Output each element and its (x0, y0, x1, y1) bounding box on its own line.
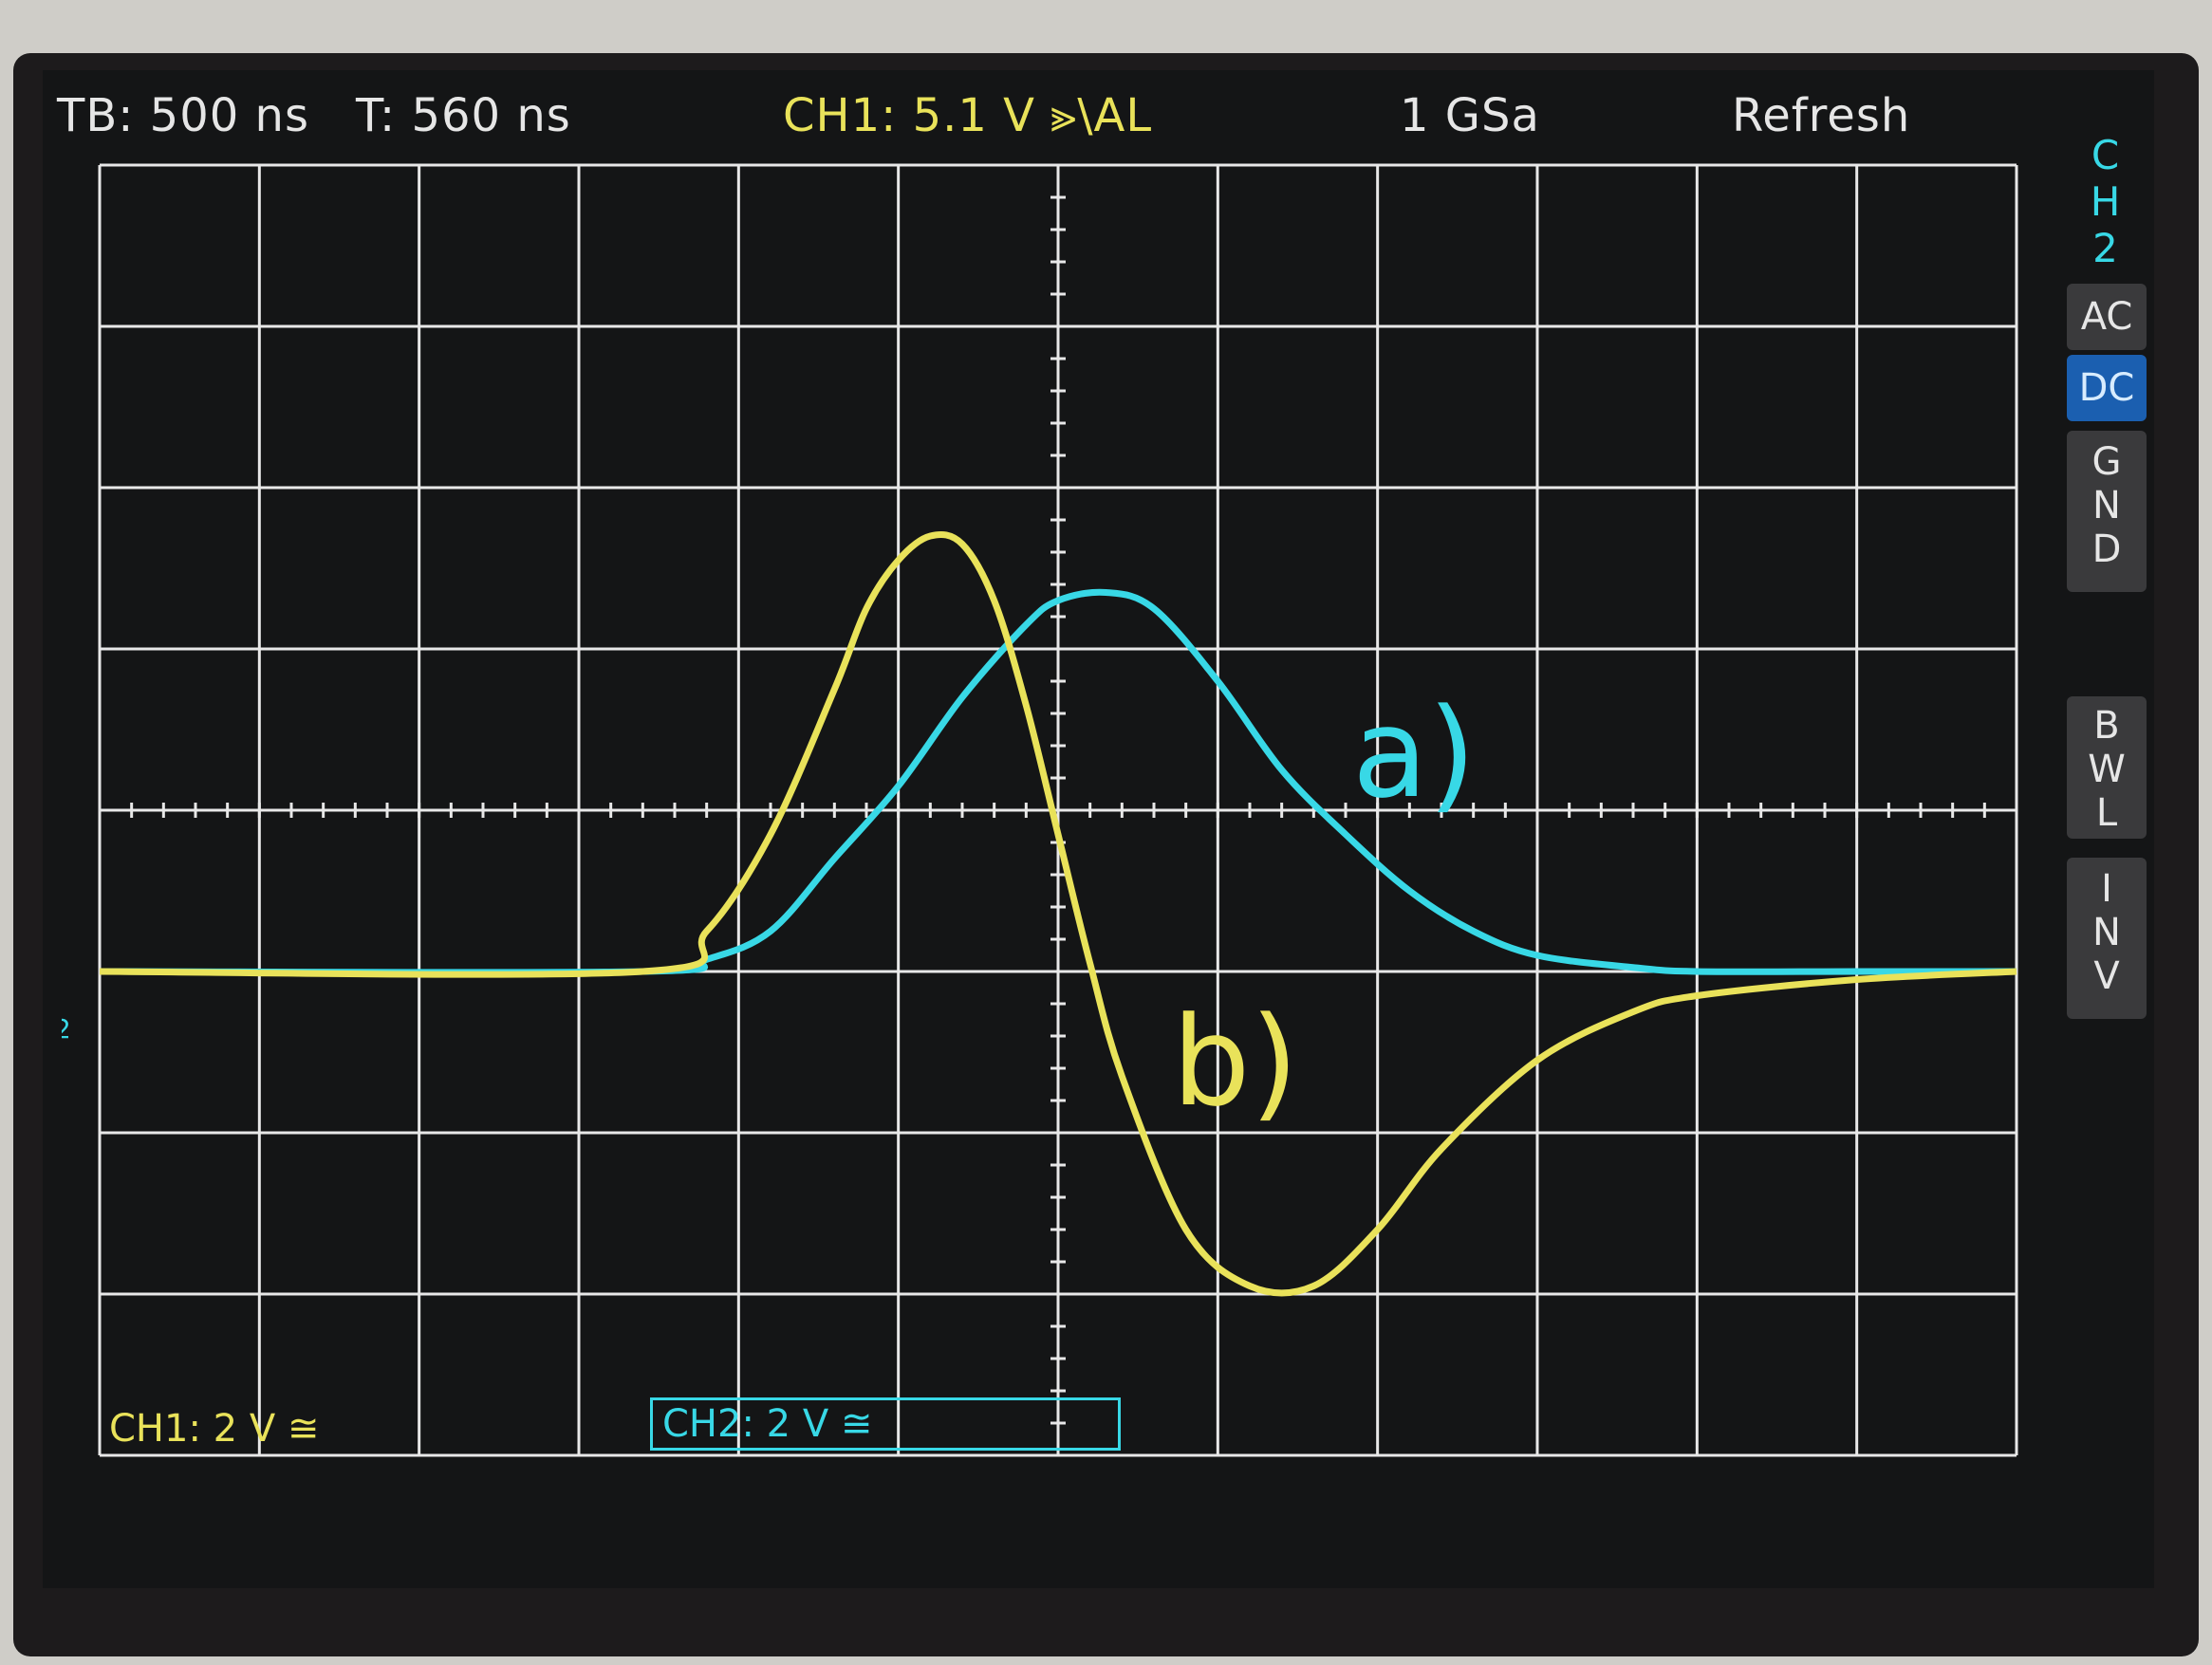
acquisition-mode: Refresh (1732, 89, 1911, 142)
trigger-time-readout: T: 560 ns (356, 89, 571, 142)
annotation-b: b) (1172, 990, 1298, 1134)
inv-button[interactable]: INV (2067, 858, 2147, 1019)
sample-rate-readout: 1 GSa (1400, 89, 1540, 142)
annotation-a: a) (1352, 681, 1476, 825)
bwl-button[interactable]: BWL (2067, 696, 2147, 839)
ch2-ground-marker: 2 (62, 1013, 71, 1045)
coupling-ac-label: AC (2080, 295, 2133, 339)
gnd-label: GND (2085, 440, 2128, 571)
ch1-scale-readout: CH1: 2 V ≅ (109, 1407, 320, 1451)
ch2-menu-title: CH2 (2082, 132, 2130, 271)
coupling-dc-button[interactable]: DC (2067, 355, 2147, 421)
gnd-button[interactable]: GND (2067, 431, 2147, 592)
ch1-trigger-readout: CH1: 5.1 V ⪢\AL (783, 89, 1153, 142)
coupling-dc-label: DC (2078, 366, 2135, 410)
trace-ch1 (99, 530, 2017, 1297)
timebase-readout: TB: 500 ns (57, 89, 309, 142)
waveform-traces (99, 530, 2017, 1297)
oscilloscope-screen: TB: 500 ns T: 560 ns CH1: 5.1 V ⪢\AL 1 G… (43, 70, 2154, 1588)
graticule (98, 163, 2018, 1457)
ch2-scale-readout[interactable]: CH2: 2 V ≅ (650, 1397, 1121, 1451)
trace-ch2 (99, 588, 2017, 976)
bwl-label: BWL (2085, 704, 2128, 835)
waveform-display: a) b) 2 (62, 163, 2018, 1457)
coupling-ac-button[interactable]: AC (2067, 284, 2147, 350)
inv-label: INV (2085, 867, 2128, 998)
ch2-title-text: CH2 (2082, 132, 2128, 271)
